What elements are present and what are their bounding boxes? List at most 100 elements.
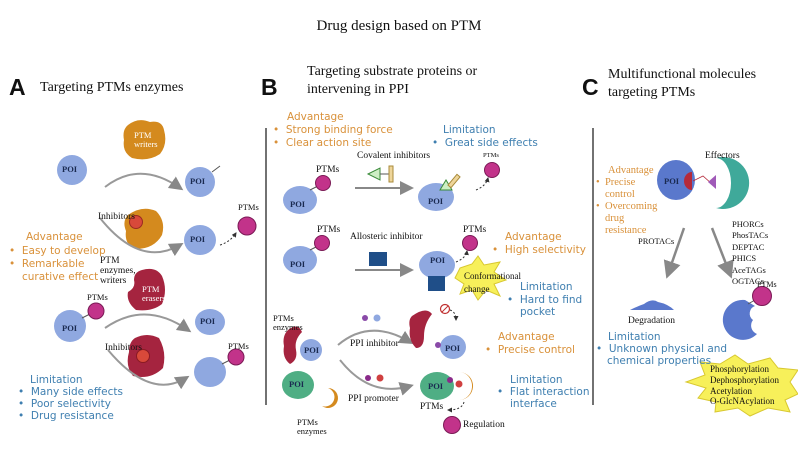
arrow-ptm-inducers (710, 227, 734, 279)
advantage-item: • Clear action site (273, 137, 372, 149)
eraser-label-line: erasers (142, 293, 166, 304)
advantage-title: Advantage (505, 231, 562, 243)
ppi-inhibitor-molecule (373, 314, 381, 322)
molecule-name: AceTAGs (732, 264, 766, 275)
ptms-enzymes-line: enzymes (273, 322, 303, 333)
poi-label: POI (428, 196, 444, 206)
ptm-enzyme-worm (283, 326, 302, 364)
regulation-label: Regulation (463, 420, 505, 430)
poi-protein (440, 335, 466, 359)
poi-protein (195, 309, 225, 335)
protacs-label: PROTACs (638, 236, 675, 246)
effector-ligand (708, 175, 716, 189)
advantage-item-cont: control (605, 189, 635, 200)
molecule-name: PhosTACs (732, 230, 769, 241)
limitation-item: • Great side effects (432, 137, 538, 149)
modified-protein (722, 299, 757, 340)
dotted-arrow (475, 177, 490, 191)
ptm-eraser-enzyme (127, 268, 165, 311)
poi-protein (300, 339, 322, 361)
ptms-label: PTMs (87, 292, 108, 302)
writer-label-line: writers (134, 139, 158, 150)
panel-a-letter: A (9, 74, 26, 100)
advantage-item-text: Strong binding force (285, 124, 393, 136)
inhibitors-label: Inhibitors (105, 343, 142, 353)
ppi-promoter-molecule (365, 375, 371, 381)
ppi-inhibitor-molecule (362, 315, 368, 321)
poi-protein-green (420, 372, 454, 400)
advantage-item-cont: resistance (605, 225, 647, 236)
panel-b-heading-line: Targeting substrate proteins or (307, 64, 478, 79)
advantage-item: • Precise (596, 177, 636, 188)
limitation-item-text: Flat interaction (509, 386, 590, 398)
limitation-title: Limitation (608, 331, 661, 343)
panel-b-heading: Targeting substrate proteins or interveni… (307, 63, 477, 98)
covalent-inhibitor-icon (366, 167, 381, 181)
degradation-label: Degradation (628, 316, 675, 326)
dotted-arrow (219, 232, 237, 246)
limitation-item-text: Many side effects (30, 386, 123, 398)
allosteric-inhibitor-label: Allosteric inhibitor (350, 232, 423, 242)
limitation-item-text: Poor selectivity (30, 398, 111, 410)
limitation-item: • Hard to find (507, 294, 583, 306)
conformational-change-label: Conformational change (464, 270, 521, 295)
enzymes-label-line: PTM (100, 256, 120, 266)
advantage-title: Advantage (287, 111, 344, 123)
modification-name: Acetylation (710, 385, 752, 396)
conformational-change-line: change (464, 283, 490, 294)
curved-arrow (99, 217, 184, 257)
covalent-inhibitors-label: Covalent inhibitors (357, 151, 431, 161)
inhibitor-molecule (136, 349, 150, 363)
ptm-writer-enzyme (123, 120, 166, 160)
advantage-item: • Strong binding force (273, 124, 393, 136)
advantage-item-text: Easy to develop (21, 245, 106, 257)
panel-b-letter: B (261, 74, 278, 100)
poi-label: POI (290, 259, 306, 269)
limitation-title: Limitation (443, 124, 496, 136)
advantage-item-text: Precise (604, 177, 636, 188)
limitation-item: • Flat interaction (497, 386, 590, 398)
modification-starburst (684, 354, 798, 417)
ptm-enzyme-worm (409, 310, 432, 348)
modification-name: Phosphorylation (710, 364, 770, 374)
poi-protein (54, 310, 86, 342)
panel-c-letter: C (582, 74, 599, 100)
conformational-change-line: Conformational (464, 271, 521, 281)
molecule-name: PHICS (732, 253, 757, 264)
limitation-item-cont: chemical properties (607, 355, 712, 367)
advantage-item-text: Remarkable (21, 258, 85, 270)
advantage-item: • Easy to develop (9, 245, 106, 257)
limitation-item-text: Unknown physical and (608, 343, 728, 355)
ptm-group (237, 216, 257, 236)
ppi-promoter-molecule (447, 377, 453, 383)
ppi-promoter-label: PPI promoter (348, 394, 399, 404)
limitation-title: Limitation (510, 374, 563, 386)
effector-protein (716, 156, 750, 209)
ptm-group (484, 162, 500, 178)
limitation-item-cont: pocket (520, 306, 556, 318)
ptms-enzymes-label: PTMs enzymes (273, 313, 303, 333)
poi-protein (657, 160, 695, 200)
poi-label: POI (62, 323, 78, 333)
poi-protein (194, 357, 226, 387)
poi-label: POI (200, 316, 216, 326)
limitation-item-text: Hard to find (519, 294, 583, 306)
inhibitor-molecule (129, 215, 143, 229)
poi-label: POI (445, 343, 461, 353)
poi-protein (283, 246, 317, 274)
ptm-group (462, 235, 478, 251)
modification-list: Phosphorylation Dephosphorylation Acetyl… (710, 364, 779, 407)
bound-allosteric-inhibitor (428, 276, 445, 291)
poi-label: POI (289, 379, 305, 389)
eraser-label: PTM erasers (142, 284, 166, 304)
poi-label: POI (190, 234, 206, 244)
limitation-item: • Unknown physical and (596, 343, 728, 355)
ptm-group (87, 302, 105, 320)
curved-arrow (339, 359, 414, 396)
poi-label: POI (664, 176, 680, 186)
ppi-promoter-molecule (455, 380, 463, 388)
ptm-group (227, 348, 245, 366)
advantage-item: • Overcoming (596, 201, 658, 212)
poi-protein (283, 186, 317, 214)
figure-title: Drug design based on PTM (316, 18, 482, 34)
